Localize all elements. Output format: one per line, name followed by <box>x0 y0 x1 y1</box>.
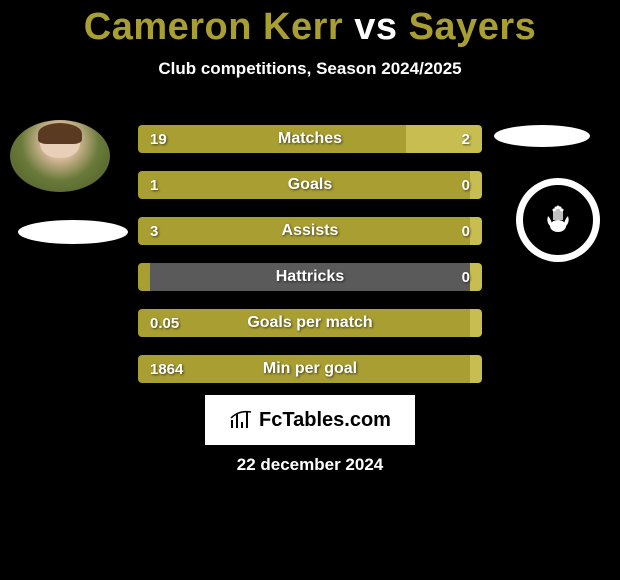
stat-value-right: 0 <box>462 269 470 286</box>
comparison-title: Cameron Kerr vs Sayers <box>0 0 620 49</box>
stat-value-left: 1864 <box>150 361 183 378</box>
stat-value-left: 19 <box>150 131 167 148</box>
thistle-icon <box>540 202 576 238</box>
stat-value-right: 0 <box>462 177 470 194</box>
stat-value-left: 3 <box>150 223 158 240</box>
stat-bar-right: 0 <box>470 263 482 291</box>
stat-row: 1864Min per goal <box>138 355 482 383</box>
fctables-logo-icon <box>229 408 253 432</box>
stats-bars: 192Matches10Goals30Assists00Hattricks0.0… <box>138 125 482 401</box>
player2-shadow <box>494 125 590 147</box>
stat-bar-empty <box>150 263 470 291</box>
club-badge-inner <box>523 185 593 255</box>
stat-bar-right <box>470 309 482 337</box>
stat-bar-left: 0.05 <box>138 309 470 337</box>
stat-row: 192Matches <box>138 125 482 153</box>
stat-row: 10Goals <box>138 171 482 199</box>
stat-value-right: 0 <box>462 223 470 240</box>
fctables-text: FcTables.com <box>259 409 391 432</box>
stat-row: 30Assists <box>138 217 482 245</box>
stat-row: 0.05Goals per match <box>138 309 482 337</box>
stat-bar-right <box>470 355 482 383</box>
player1-name: Cameron Kerr <box>84 6 343 48</box>
stat-bar-left: 19 <box>138 125 406 153</box>
stat-bar-left: 3 <box>138 217 470 245</box>
subtitle: Club competitions, Season 2024/2025 <box>0 59 620 79</box>
fctables-badge: FcTables.com <box>205 395 415 445</box>
player1-shadow <box>18 220 128 244</box>
stat-bar-right: 2 <box>406 125 482 153</box>
stat-bar-left: 1864 <box>138 355 470 383</box>
stat-value-left: 0.05 <box>150 315 179 332</box>
stat-row: 00Hattricks <box>138 263 482 291</box>
date-text: 22 december 2024 <box>0 455 620 475</box>
stat-value-left: 1 <box>150 177 158 194</box>
vs-text: vs <box>354 6 397 48</box>
player2-name: Sayers <box>409 6 537 48</box>
stat-value-right: 2 <box>462 131 470 148</box>
player2-club-badge <box>516 178 600 262</box>
stat-bar-left: 1 <box>138 171 470 199</box>
stat-bar-left: 0 <box>138 263 150 291</box>
player1-avatar <box>10 120 110 192</box>
stat-bar-right: 0 <box>470 171 482 199</box>
stat-bar-right: 0 <box>470 217 482 245</box>
player1-photo <box>10 120 110 192</box>
